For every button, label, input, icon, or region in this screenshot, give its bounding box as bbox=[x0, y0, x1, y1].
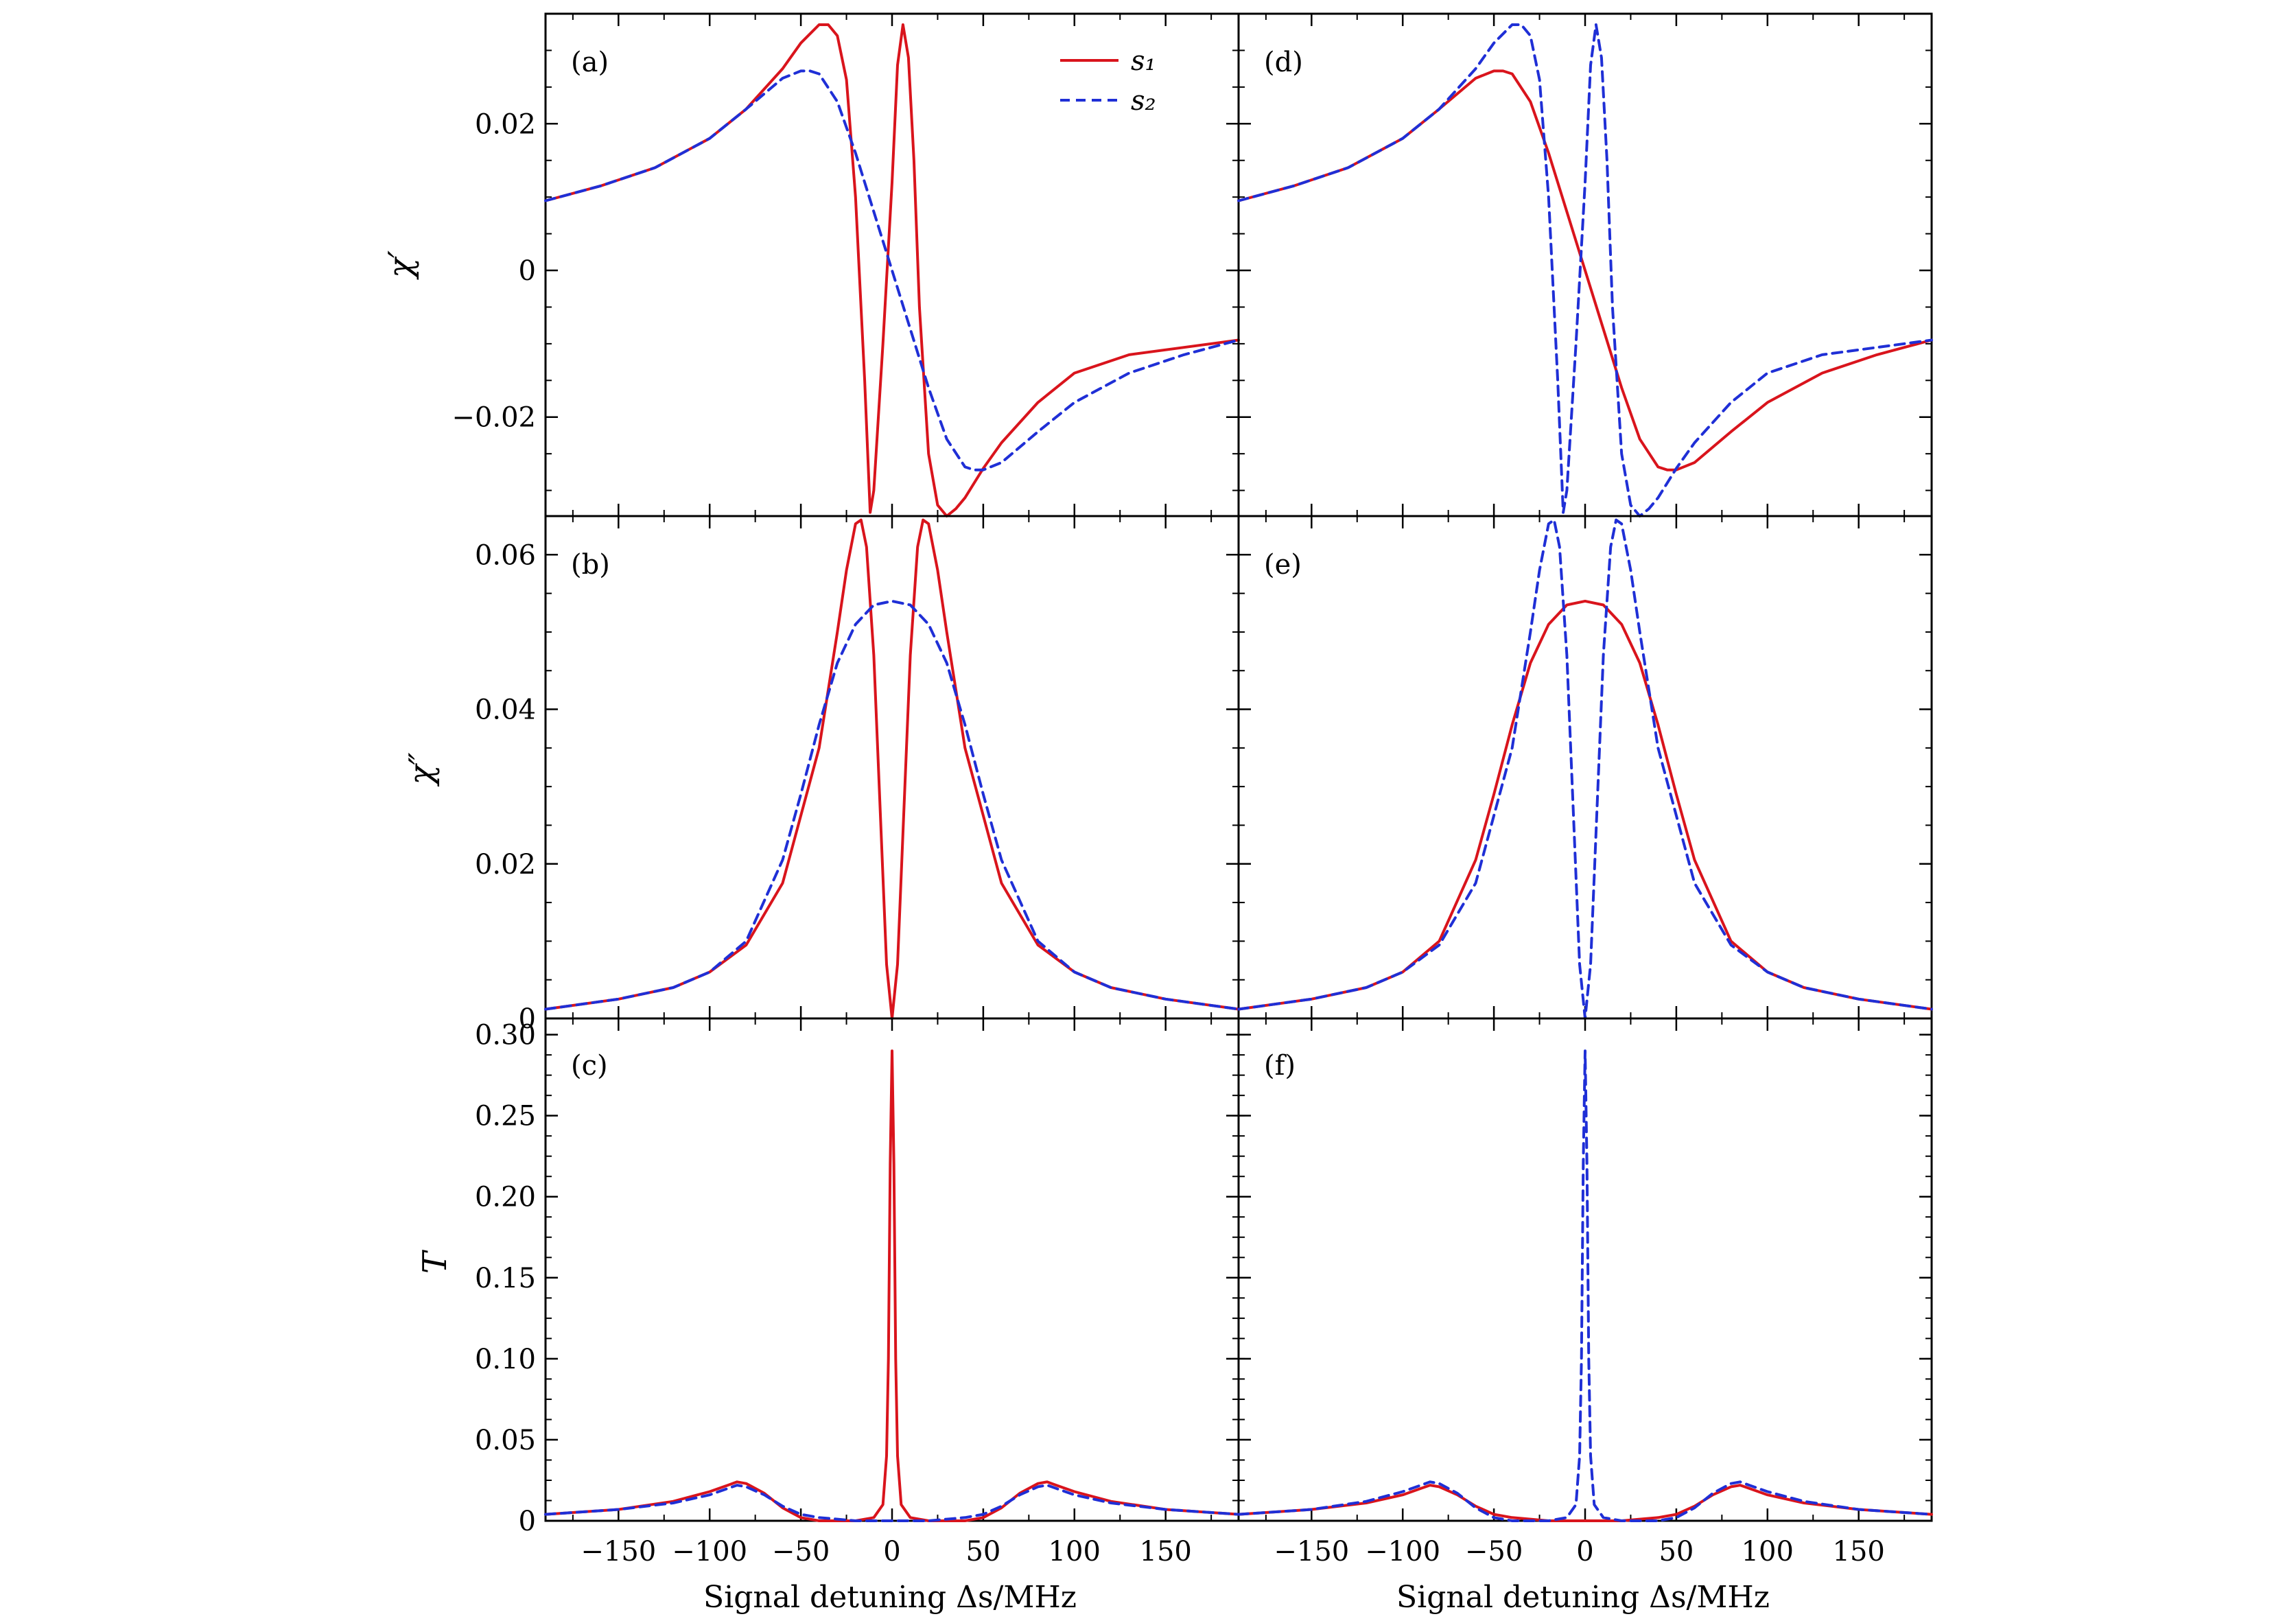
series-line-s2-b bbox=[544, 599, 1240, 1011]
xlabel-right: Signal detuning Δs/MHz bbox=[1396, 1580, 1770, 1615]
y-tick-label-a: −0.02 bbox=[452, 402, 536, 434]
y-tick-label-c: 0.10 bbox=[475, 1344, 536, 1375]
x-tick-label-f: 0 bbox=[1576, 1536, 1593, 1567]
plot-frame-e bbox=[1237, 515, 1933, 1020]
legend: s₁ s₂ bbox=[1060, 45, 1156, 117]
y-tick-label-c: 0.15 bbox=[475, 1263, 536, 1294]
series-line-s1-b bbox=[544, 518, 1240, 1020]
ylabel-panel-c: T bbox=[416, 1250, 454, 1274]
x-tick-label-c: 100 bbox=[1049, 1536, 1101, 1567]
series-line-s2-f bbox=[1237, 1049, 1933, 1522]
y-tick-label-a: 0.02 bbox=[475, 108, 536, 140]
x-tick-label-c: −50 bbox=[772, 1536, 830, 1567]
series-line-s2-e bbox=[1237, 518, 1933, 1020]
panel-label-e: (e) bbox=[1264, 549, 1302, 581]
ylabel-panel-a: χ′ bbox=[382, 250, 420, 280]
x-tick-label-f: 150 bbox=[1833, 1536, 1885, 1567]
panel-label-f: (f) bbox=[1264, 1050, 1296, 1082]
series-line-s2-a bbox=[544, 69, 1240, 471]
ylabel-panel-b: χ″ bbox=[402, 752, 441, 786]
x-tick-label-c: 0 bbox=[883, 1536, 900, 1567]
x-tick-label-c: 150 bbox=[1140, 1536, 1192, 1567]
x-tick-label-c: −150 bbox=[581, 1536, 656, 1567]
series-line-s1-a bbox=[544, 23, 1240, 517]
panel-label-c: (c) bbox=[571, 1050, 608, 1082]
series-line-s1-f bbox=[1237, 1484, 1933, 1522]
legend-label-s2: s₂ bbox=[1131, 85, 1156, 117]
y-tick-label-c: 0 bbox=[519, 1506, 536, 1537]
y-tick-label-c: 0.05 bbox=[475, 1425, 536, 1456]
legend-label-s1: s₁ bbox=[1131, 45, 1156, 77]
xlabel-left: Signal detuning Δs/MHz bbox=[703, 1580, 1077, 1615]
y-tick-label-b: 0.04 bbox=[475, 695, 536, 726]
x-tick-label-f: −150 bbox=[1274, 1536, 1349, 1567]
x-tick-label-f: −50 bbox=[1465, 1536, 1523, 1567]
x-tick-label-c: −100 bbox=[672, 1536, 747, 1567]
x-tick-label-f: −100 bbox=[1365, 1536, 1440, 1567]
panel-label-a: (a) bbox=[571, 47, 609, 78]
x-tick-label-f: 50 bbox=[1659, 1536, 1694, 1567]
series-line-s1-e bbox=[1237, 599, 1933, 1011]
y-tick-label-b: 0.06 bbox=[475, 539, 536, 571]
x-tick-label-f: 100 bbox=[1742, 1536, 1794, 1567]
series-line-s1-c bbox=[544, 1049, 1240, 1522]
panel-label-b: (b) bbox=[571, 549, 610, 581]
plot-frame-d bbox=[1237, 12, 1933, 517]
y-tick-label-c: 0.20 bbox=[475, 1182, 536, 1213]
y-tick-label-a: 0 bbox=[519, 255, 536, 287]
panel-label-d: (d) bbox=[1264, 47, 1303, 78]
x-tick-label-c: 50 bbox=[965, 1536, 1000, 1567]
y-tick-label-b: 0.02 bbox=[475, 849, 536, 881]
plot-layer: −0.02 0 0.02 0 0.02 0.04 0.06 0 0.05 0.10 0.15 0.20… bbox=[452, 12, 1933, 1567]
y-tick-label-b: 0 bbox=[519, 1003, 536, 1035]
plot-frame-b bbox=[544, 515, 1240, 1020]
series-line-s2-c bbox=[544, 1484, 1240, 1522]
series-line-s2-d bbox=[1237, 23, 1933, 517]
series-line-s1-d bbox=[1237, 69, 1933, 471]
y-tick-label-c: 0.25 bbox=[475, 1101, 536, 1132]
y-tick-label-c: 0.30 bbox=[475, 1020, 536, 1051]
